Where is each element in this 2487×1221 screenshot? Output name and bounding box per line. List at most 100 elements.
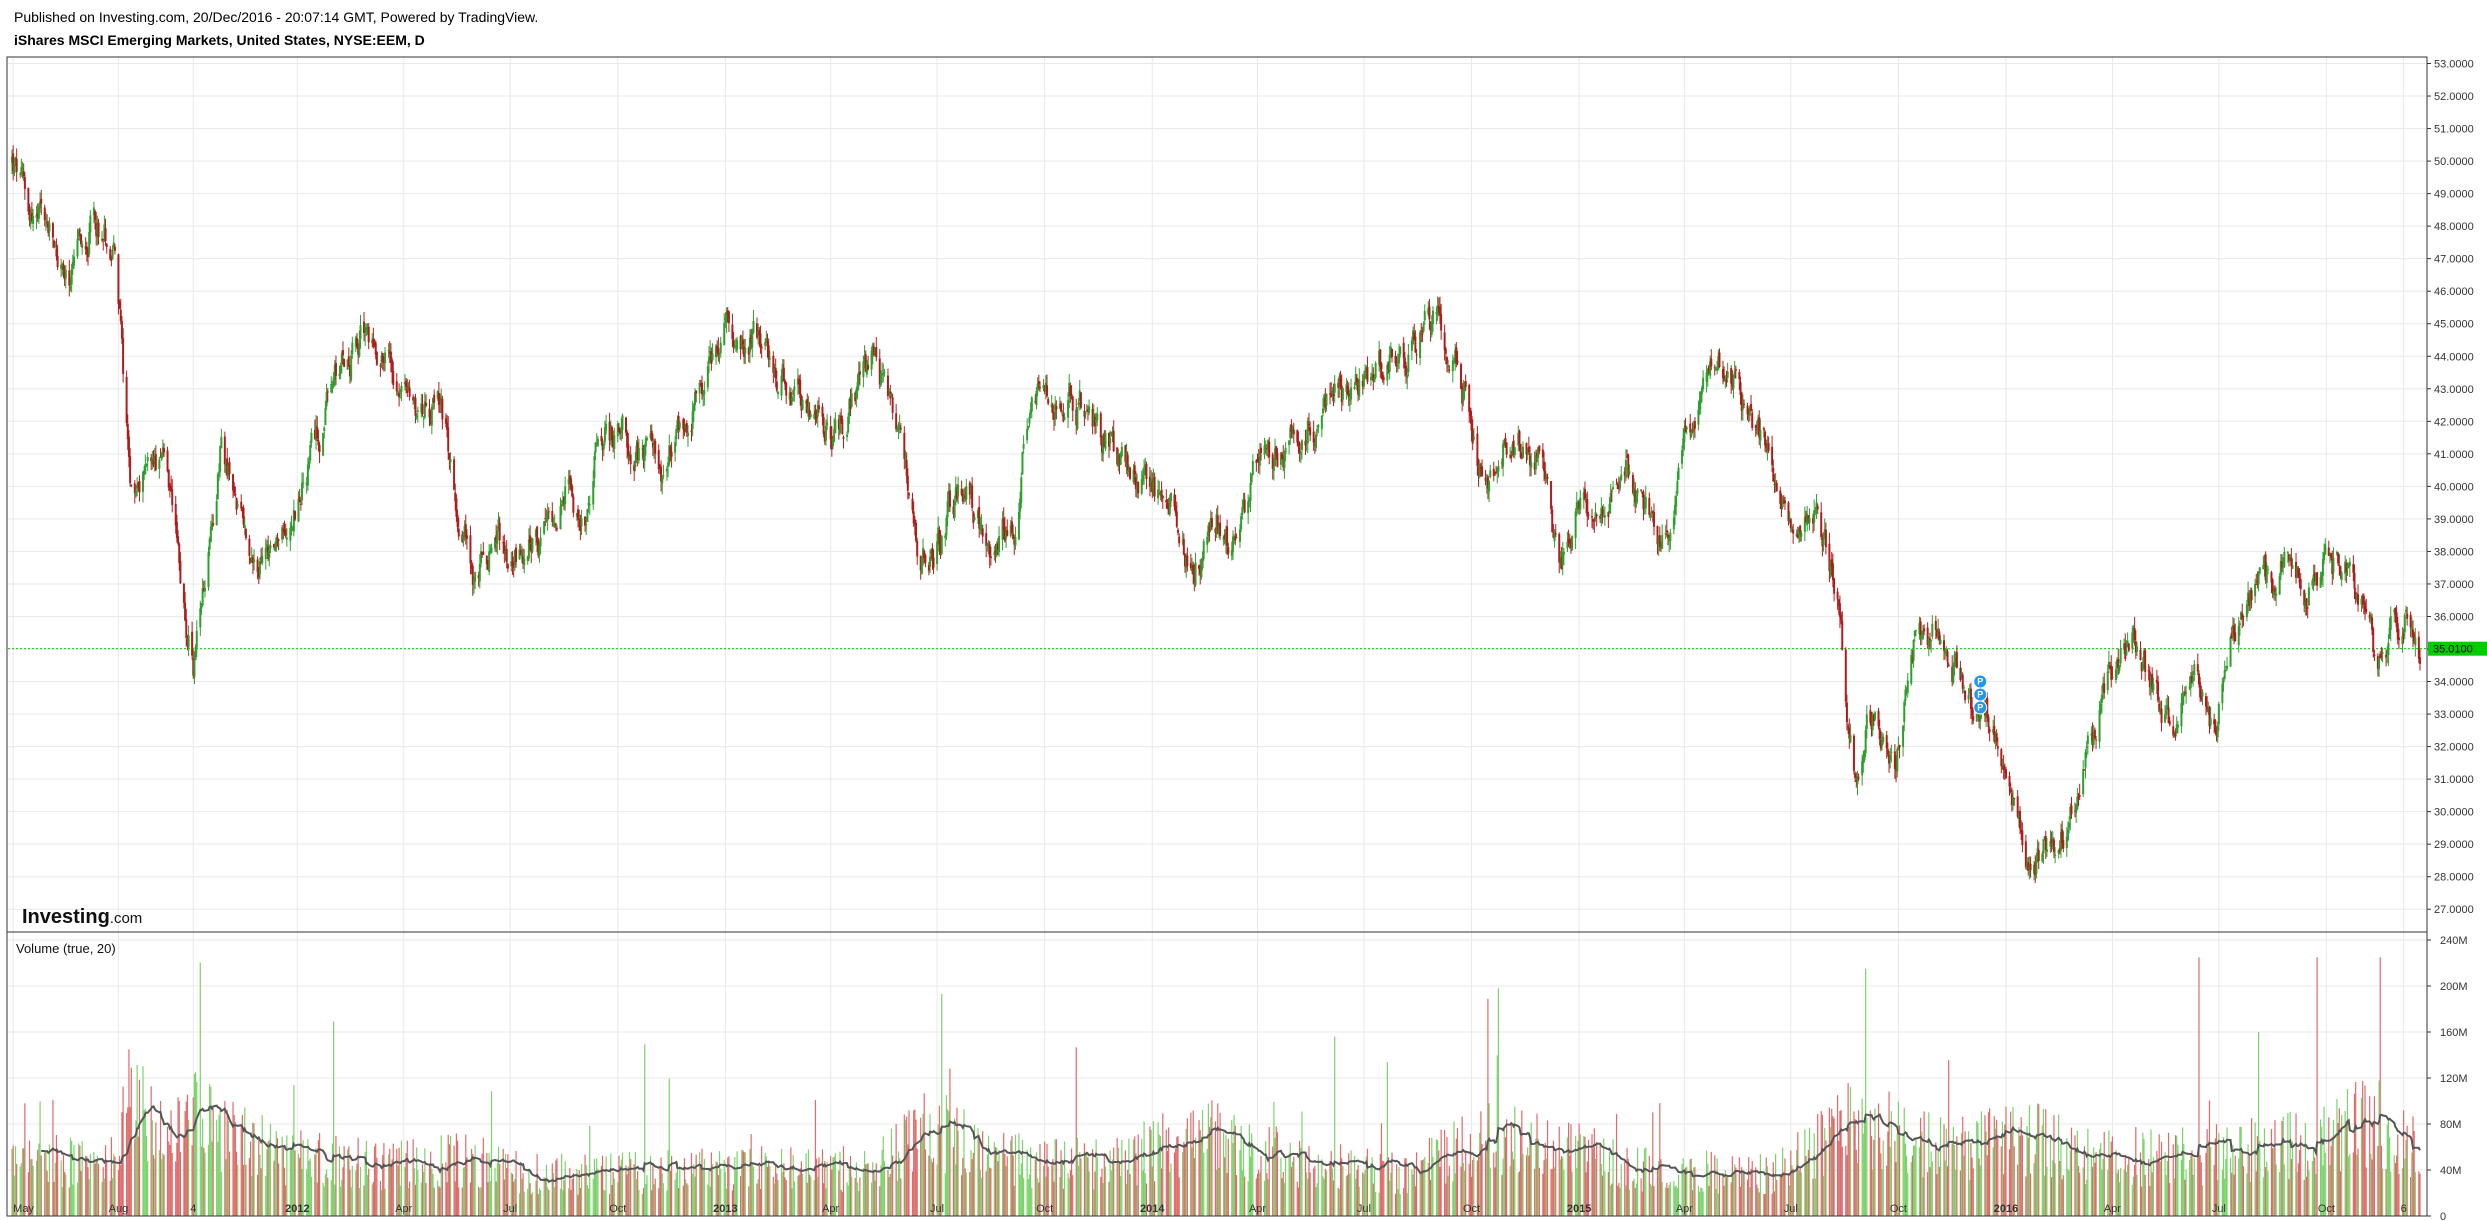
candle-body (256, 559, 259, 573)
volume-bar (1497, 988, 1500, 1216)
volume-bar (1440, 1129, 1442, 1216)
candle-body (1070, 394, 1073, 396)
volume-bar (1052, 1159, 1054, 1216)
candle-body (1847, 726, 1850, 728)
candle-body (2168, 720, 2171, 725)
volume-bar (1771, 1193, 1773, 1216)
volume-bar (1718, 1174, 1721, 1216)
candle-body (725, 313, 728, 323)
volume-bar (269, 1123, 272, 1216)
candle-body (973, 517, 976, 520)
candle-body (654, 440, 657, 454)
volume-bar (2287, 1112, 2289, 1216)
event-markers: PPP (1973, 674, 1988, 715)
candle-body (1659, 544, 1662, 547)
candle-body (1795, 533, 1798, 537)
volume-bar (1962, 1116, 1964, 1216)
volume-bar (1865, 968, 1867, 1216)
volume-bar (204, 1152, 206, 1216)
volume-bar (1935, 1142, 1937, 1216)
candle-body (1764, 431, 1767, 446)
candle-body (1369, 376, 1372, 380)
volume-bar (1240, 1125, 1242, 1216)
volume-bar (2241, 1150, 2243, 1216)
volume-bar (523, 1191, 525, 1216)
volume-bar (2394, 1163, 2397, 1216)
candle-body (1656, 526, 1659, 545)
candle-body (552, 523, 555, 526)
candle-body (847, 416, 850, 433)
volume-bar (253, 1123, 255, 1216)
volume-bar (1169, 1172, 1171, 1216)
candle-body (1593, 520, 1596, 522)
volume-bar (1553, 1167, 1556, 1216)
candle-body (965, 486, 968, 500)
volume-bar (382, 1154, 384, 1216)
candle-body (1038, 387, 1041, 389)
candle-body (1845, 702, 1848, 723)
candle-body (922, 547, 925, 559)
volume-bar (1750, 1168, 1752, 1216)
candle-body (1912, 639, 1915, 661)
volume-bar (1462, 1162, 1464, 1216)
candle-body (2278, 575, 2281, 595)
candle-body (2034, 862, 2037, 875)
candle-body (699, 384, 702, 386)
candle-body (227, 465, 230, 477)
candle-body (2248, 595, 2251, 606)
candle-body (226, 458, 229, 477)
candle-body (1575, 502, 1578, 511)
volume-bar (1708, 1186, 1710, 1216)
candle-body (1526, 450, 1529, 453)
volume-bar (175, 1161, 177, 1216)
volume-bar (1755, 1167, 1757, 1216)
candle-body (830, 435, 833, 450)
volume-bar (462, 1167, 465, 1216)
volume-bar (669, 1170, 672, 1216)
candle-body (1805, 516, 1808, 522)
candle-body (1808, 518, 1811, 524)
volume-bar (433, 1187, 435, 1216)
volume-bar (700, 1165, 702, 1216)
volume-bar (162, 1153, 164, 1216)
volume-bar (44, 1152, 46, 1216)
candle-body (1209, 518, 1212, 531)
volume-bar (449, 1136, 452, 1216)
volume-bar (651, 1190, 653, 1216)
volume-bar (2281, 1120, 2283, 1216)
volume-bar (1936, 1174, 1938, 1216)
candle-body (2371, 617, 2374, 630)
volume-bar (1170, 1163, 1172, 1216)
volume-bar (1151, 1166, 1153, 1216)
candle-body (2092, 732, 2095, 745)
candle-body (1550, 481, 1553, 510)
candle-body (806, 399, 809, 414)
candle-body (506, 564, 509, 569)
candle-body (457, 528, 460, 537)
volume-bar (1272, 1146, 1274, 1216)
candle-body (587, 502, 590, 506)
volume-bar (1117, 1147, 1119, 1216)
volume-bar (793, 1181, 795, 1216)
candle-body (1928, 638, 1931, 640)
event-marker[interactable] (1973, 700, 1988, 715)
volume-bar (1455, 1138, 1457, 1216)
candle-body (2273, 588, 2276, 592)
volume-bar (1447, 1175, 1449, 1216)
candle-body (1241, 507, 1244, 516)
candle-body (2188, 686, 2191, 689)
candle-body (2241, 613, 2244, 619)
candle-body (2209, 718, 2212, 726)
candle-body (1332, 393, 1335, 397)
candle-body (415, 415, 418, 418)
event-marker-letter: P (1977, 690, 1983, 700)
volume-bar (1077, 1165, 1080, 1216)
volume-bar (814, 1099, 817, 1216)
candle-body (313, 429, 316, 439)
volume-bar (1725, 1176, 1728, 1216)
volume-bar (618, 1155, 620, 1216)
volume-bar (1241, 1170, 1243, 1216)
volume-bar (806, 1182, 808, 1216)
volume-bar (348, 1146, 350, 1216)
volume-bar (2356, 1154, 2358, 1216)
